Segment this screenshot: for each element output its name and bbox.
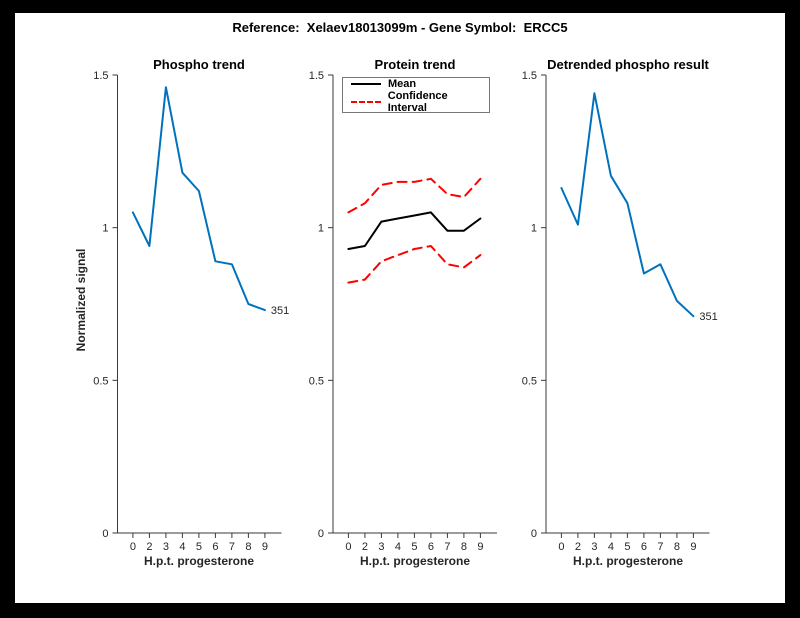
legend-entry-confidence-interval: Confidence Interval xyxy=(351,90,489,114)
subplot3-title: Detrended phospho result xyxy=(547,57,709,72)
legend-entry-mean: Mean xyxy=(351,78,489,90)
subplot2-title: Protein trend xyxy=(374,57,456,72)
y-tick-label: 1.5 xyxy=(93,70,108,82)
y-tick-label: 0.5 xyxy=(522,375,537,387)
x-tick-label: 4 xyxy=(395,541,401,553)
x-tick-label: 8 xyxy=(461,541,467,553)
y-tick-label: 0 xyxy=(102,528,108,540)
detrended-phospho-line xyxy=(560,92,695,318)
x-tick-label: 2 xyxy=(362,541,368,553)
legend-entry-ci-label: Confidence Interval xyxy=(387,90,448,114)
x-tick-label: 5 xyxy=(624,541,630,553)
phospho-signal-line xyxy=(131,86,266,312)
figure-title: Reference: Xelaev18013099m - Gene Symbol… xyxy=(232,20,568,35)
line-end-label: 351 xyxy=(271,305,289,317)
x-tick-label: 0 xyxy=(130,541,136,553)
x-tick-label: 6 xyxy=(212,541,218,553)
subplot2-x-axis-label: H.p.t. progesterone xyxy=(359,554,471,568)
x-tick-label: 7 xyxy=(657,541,663,553)
x-tick-label: 2 xyxy=(146,541,152,553)
x-tick-label: 6 xyxy=(641,541,647,553)
y-tick-label: 0 xyxy=(531,528,537,540)
mean-line-sample-icon xyxy=(351,83,381,85)
subplot1-title: Phospho trend xyxy=(153,57,245,72)
x-tick-label: 9 xyxy=(690,541,696,553)
y-tick-label: 1 xyxy=(531,223,537,235)
x-tick-label: 7 xyxy=(229,541,235,553)
y-tick-label: 1.5 xyxy=(309,70,324,82)
x-tick-label: 5 xyxy=(196,541,202,553)
y-tick-label: 1.5 xyxy=(522,70,537,82)
x-tick-label: 0 xyxy=(345,541,351,553)
x-tick-label: 4 xyxy=(608,541,614,553)
x-tick-label: 8 xyxy=(245,541,251,553)
axis-lines xyxy=(332,75,497,534)
y-tick-label: 0 xyxy=(318,528,324,540)
confidence-interval-lower-line xyxy=(347,245,482,284)
x-tick-label: 5 xyxy=(411,541,417,553)
subplot3-x-axis-label: H.p.t. progesterone xyxy=(572,554,684,568)
x-tick-label: 9 xyxy=(262,541,268,553)
x-tick-label: 4 xyxy=(179,541,185,553)
y-tick-label: 1 xyxy=(318,223,324,235)
axis-lines xyxy=(545,75,710,534)
legend-box: Mean Confidence Interval xyxy=(342,77,490,114)
x-tick-label: 9 xyxy=(477,541,483,553)
y-tick-label: 0.5 xyxy=(93,375,108,387)
confidence-interval-upper-line xyxy=(347,177,482,214)
confidence-interval-line-sample-icon xyxy=(351,101,381,103)
legend-entry-mean-label: Mean xyxy=(388,78,417,90)
y-tick-label: 0.5 xyxy=(309,375,324,387)
x-tick-label: 7 xyxy=(444,541,450,553)
subplot1-x-axis-label: H.p.t. progesterone xyxy=(143,554,255,568)
x-tick-label: 3 xyxy=(591,541,597,553)
axis-lines xyxy=(117,75,282,534)
x-tick-label: 8 xyxy=(674,541,680,553)
line-end-label: 351 xyxy=(699,311,717,323)
x-tick-label: 2 xyxy=(575,541,581,553)
x-tick-label: 0 xyxy=(558,541,564,553)
y-tick-label: 1 xyxy=(102,223,108,235)
x-tick-label: 3 xyxy=(378,541,384,553)
subplot-2: 00.511.50 2 3 4 5 6 7 8 9 xyxy=(309,70,497,553)
mean-line xyxy=(347,211,482,250)
x-tick-label: 6 xyxy=(428,541,434,553)
x-tick-label: 3 xyxy=(163,541,169,553)
